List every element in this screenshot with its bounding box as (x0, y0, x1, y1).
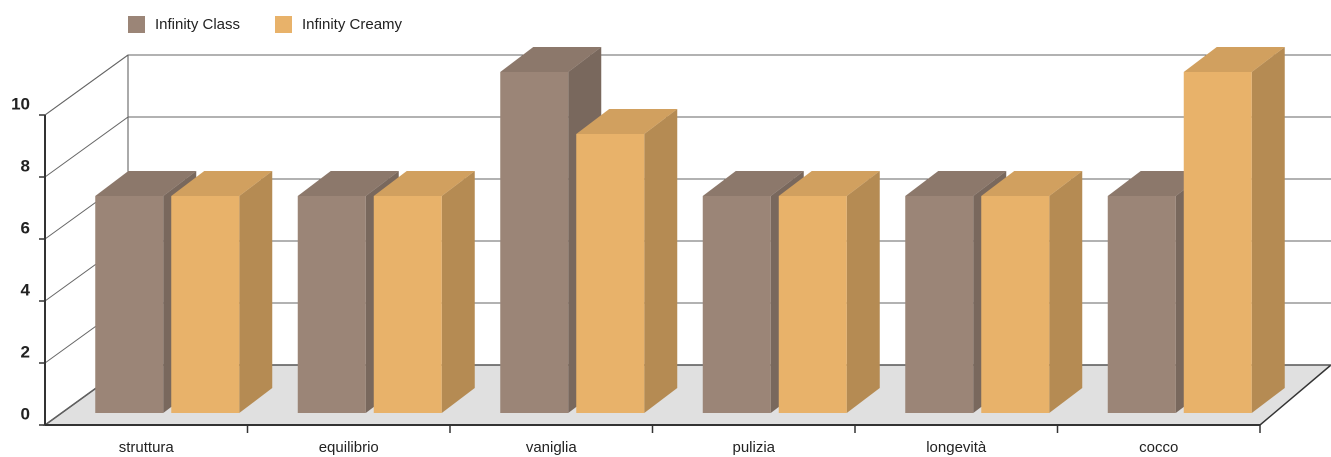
bar (373, 196, 442, 413)
bar (905, 196, 974, 413)
bar (778, 196, 847, 413)
bar-top (778, 171, 880, 196)
bar (500, 72, 569, 413)
bar (1183, 72, 1252, 413)
y-tick-label: 2 (21, 342, 30, 361)
y-tick-label: 8 (21, 156, 30, 175)
bar-side (1049, 171, 1083, 413)
legend-swatch (275, 16, 292, 33)
y-tick-label: 10 (11, 94, 30, 113)
bar-side (1251, 47, 1285, 413)
bar-top (702, 171, 804, 196)
bar (1107, 196, 1176, 413)
bar (95, 196, 164, 413)
bar-top (905, 171, 1007, 196)
bar-top (1183, 47, 1285, 72)
y-tick-label: 6 (21, 218, 30, 237)
bar-top (373, 171, 475, 196)
x-tick-label: vaniglia (526, 439, 578, 456)
bar (576, 134, 645, 413)
grid-line (44, 54, 1331, 116)
x-tick-label: pulizia (732, 439, 775, 456)
bar (702, 196, 771, 413)
legend-label: Infinity Creamy (302, 16, 403, 33)
x-tick-label: longevità (926, 439, 987, 456)
grid-line (44, 116, 1331, 178)
legend-label: Infinity Class (155, 16, 240, 33)
y-tick-label: 0 (21, 404, 30, 423)
bar-side (239, 171, 273, 413)
legend-swatch (128, 16, 145, 33)
bar-top (576, 109, 678, 134)
x-tick-label: struttura (119, 439, 175, 456)
bar-side (441, 171, 475, 413)
bar-top (1107, 171, 1209, 196)
bar-top (500, 47, 602, 72)
bar-side (846, 171, 880, 413)
x-tick-label: equilibrio (319, 439, 379, 456)
bar (297, 196, 366, 413)
y-tick-label: 4 (21, 280, 31, 299)
bar-top (95, 171, 197, 196)
bar (171, 196, 240, 413)
bar-top (981, 171, 1083, 196)
x-tick-label: cocco (1139, 439, 1178, 456)
bar-top (171, 171, 273, 196)
bar-top (297, 171, 399, 196)
bar (981, 196, 1050, 413)
bar-side (644, 109, 678, 413)
